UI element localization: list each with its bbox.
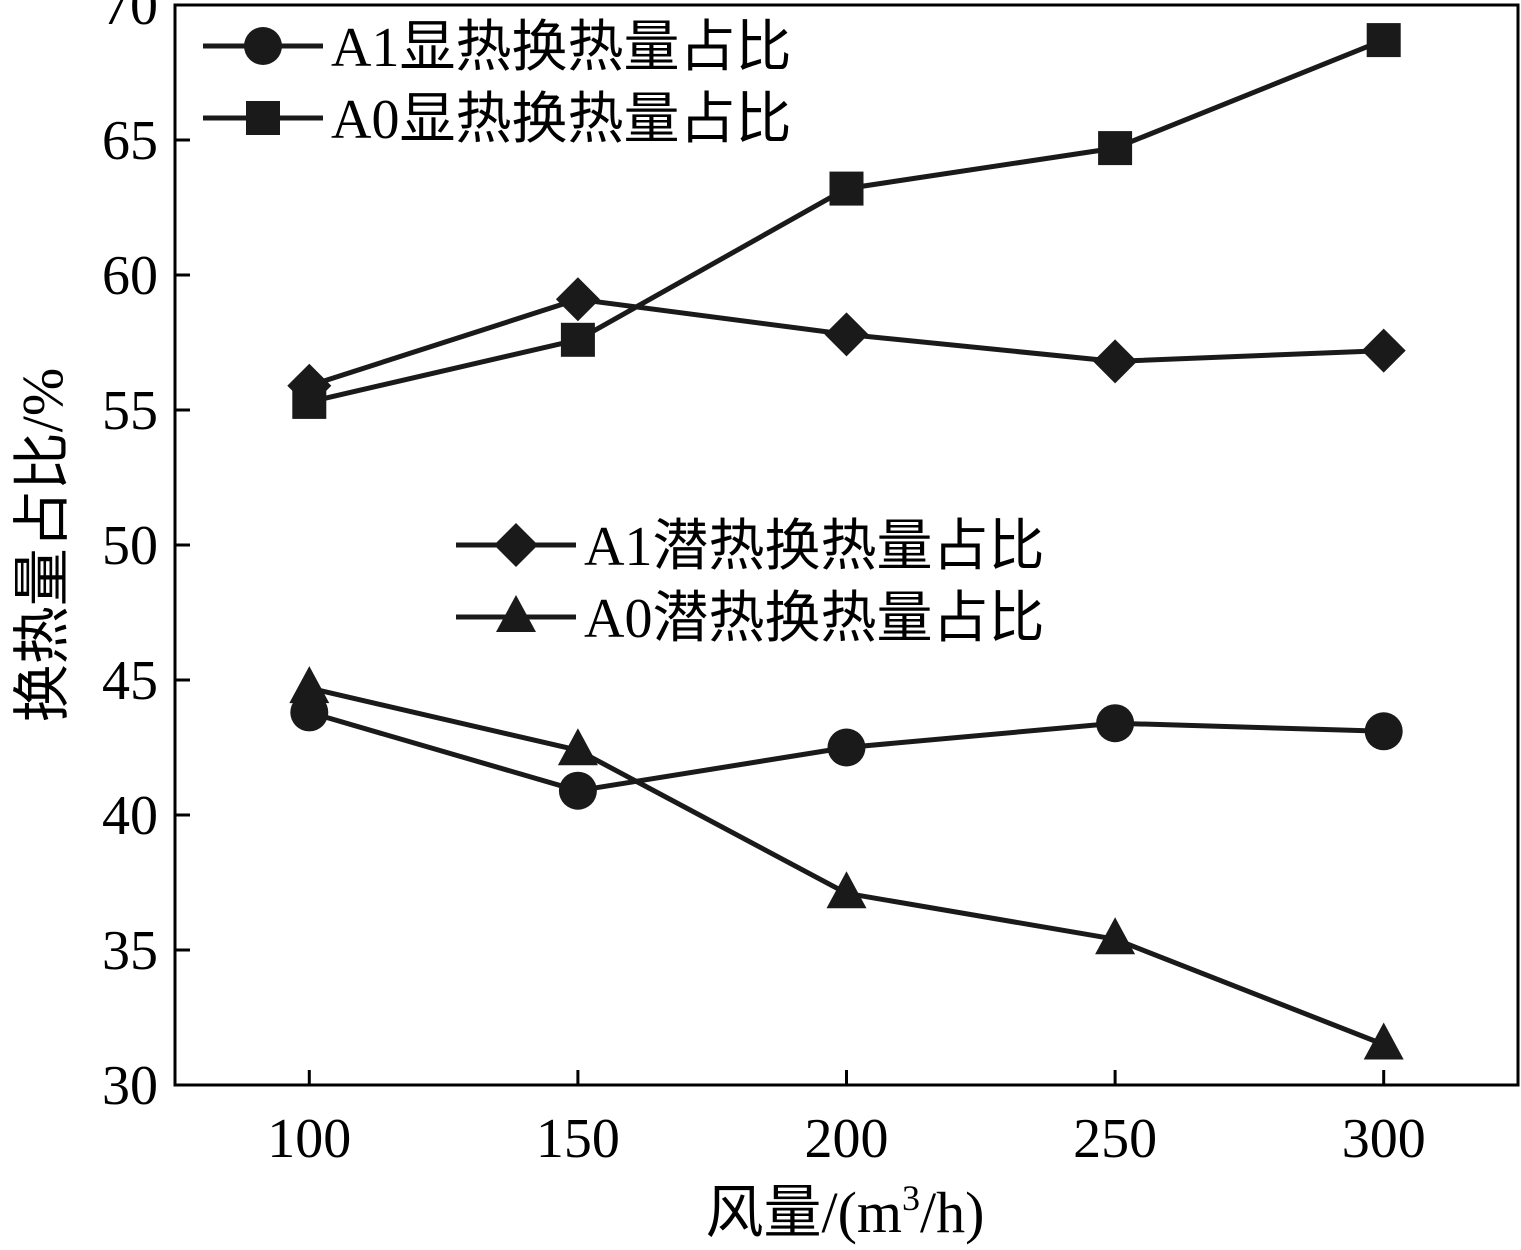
y-tick-label: 45	[102, 650, 158, 712]
legend-item: A1显热换热量占比	[203, 17, 791, 79]
legend-marker-circle	[244, 27, 282, 65]
data-point-triangle	[1363, 1022, 1404, 1060]
legend-marker-triangle	[496, 595, 536, 632]
data-point-triangle	[826, 871, 867, 909]
legend-label: A0显热换热量占比	[331, 89, 791, 151]
y-tick-label: 55	[102, 380, 158, 442]
x-tick-label: 300	[1342, 1108, 1426, 1170]
y-tick-label: 65	[102, 110, 158, 172]
y-tick-label: 30	[102, 1055, 158, 1117]
ticks: 100 150 200 250 300 30 35 40 45 50 55 60 65 70	[102, 0, 1426, 1170]
data-point-square	[1366, 23, 1401, 58]
data-point-circle	[827, 728, 866, 767]
x-tick-label: 200	[805, 1108, 889, 1170]
data-point-diamond	[287, 363, 332, 408]
data-point-diamond	[1093, 339, 1138, 384]
legend-marker-square	[246, 101, 280, 135]
data-point-circle	[1096, 704, 1135, 743]
legend-item: A0显热换热量占比	[203, 89, 791, 151]
x-axis-title-main: 风量/(m	[706, 1180, 903, 1245]
data-point-diamond	[824, 312, 869, 357]
data-point-triangle	[289, 666, 330, 704]
y-tick-label: 70	[102, 0, 158, 37]
x-axis-title: 风量/(m3/h)	[706, 1178, 985, 1245]
x-tick-label: 250	[1073, 1108, 1157, 1170]
legend-label: A1显热换热量占比	[331, 17, 791, 79]
legend: A1显热换热量占比 A0显热换热量占比 A1潜热换热量占比 A0潜热换热量占比	[203, 17, 1044, 650]
data-point-diamond	[555, 277, 600, 322]
y-axis-title: 换热量占比/%	[10, 368, 75, 722]
y-tick-label: 60	[102, 245, 158, 307]
data-point-triangle	[1095, 917, 1136, 955]
legend-item: A0潜热换热量占比	[456, 588, 1044, 650]
y-tick-label: 50	[102, 515, 158, 577]
x-tick-label: 100	[267, 1108, 351, 1170]
data-point-triangle	[557, 728, 598, 766]
data-point-square	[560, 322, 595, 357]
x-axis-title-superscript: 3	[902, 1178, 920, 1218]
data-point-circle	[558, 771, 597, 810]
y-tick-label: 40	[102, 785, 158, 847]
data-point-square	[1098, 131, 1133, 166]
data-point-circle	[1364, 712, 1403, 751]
legend-label: A1潜热换热量占比	[584, 516, 1044, 578]
data-point-diamond	[1361, 328, 1406, 373]
legend-label: A0潜热换热量占比	[584, 588, 1044, 650]
series-lines	[287, 23, 1406, 1060]
x-axis-title-unit: /h)	[920, 1180, 984, 1245]
legend-marker-diamond	[494, 523, 538, 567]
legend-item: A1潜热换热量占比	[456, 516, 1044, 578]
y-tick-label: 35	[102, 920, 158, 982]
data-point-square	[829, 171, 864, 206]
x-tick-label: 150	[536, 1108, 620, 1170]
